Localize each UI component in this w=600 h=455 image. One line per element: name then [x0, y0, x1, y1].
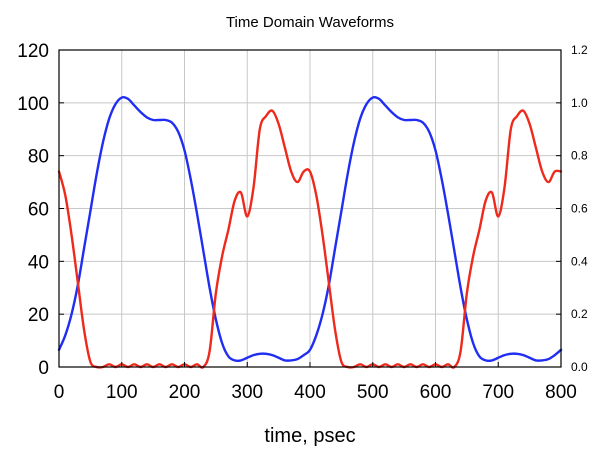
grid [58, 49, 562, 368]
y2-tick-label: 0.8 [571, 149, 588, 163]
y-tick-label: 0 [38, 358, 49, 379]
x-tick-label: 700 [482, 382, 514, 403]
ticks: 0 100 200 300 400 500 600 700 800 0 20 40 60 80 100 120… [17, 41, 588, 403]
y2-tick-label: 0.4 [571, 254, 588, 268]
y2-tick-label: 1.2 [571, 43, 588, 57]
y-tick-label: 60 [28, 200, 49, 221]
x-tick-label: 500 [357, 382, 389, 403]
y2-tick-label: 1.0 [571, 96, 588, 110]
chart-title: Time Domain Waveforms [226, 14, 394, 31]
x-axis-label: time, psec [264, 425, 355, 447]
series-line-left-axis [57, 96, 563, 363]
y-tick-label: 80 [28, 147, 49, 168]
x-tick-label: 800 [545, 382, 577, 403]
x-tick-label: 300 [231, 382, 263, 403]
y2-tick-label: 0.0 [571, 360, 588, 374]
y2-tick-label: 0.2 [571, 307, 588, 321]
y-tick-label: 120 [17, 41, 49, 62]
x-tick-label: 0 [54, 382, 65, 403]
y-tick-label: 20 [28, 305, 49, 326]
y-tick-label: 100 [17, 94, 49, 115]
y-tick-label: 40 [28, 252, 49, 273]
x-tick-label: 400 [294, 382, 326, 403]
x-tick-label: 200 [169, 382, 201, 403]
y2-tick-label: 0.6 [571, 202, 588, 216]
x-tick-label: 100 [106, 382, 138, 403]
x-tick-label: 600 [420, 382, 452, 403]
